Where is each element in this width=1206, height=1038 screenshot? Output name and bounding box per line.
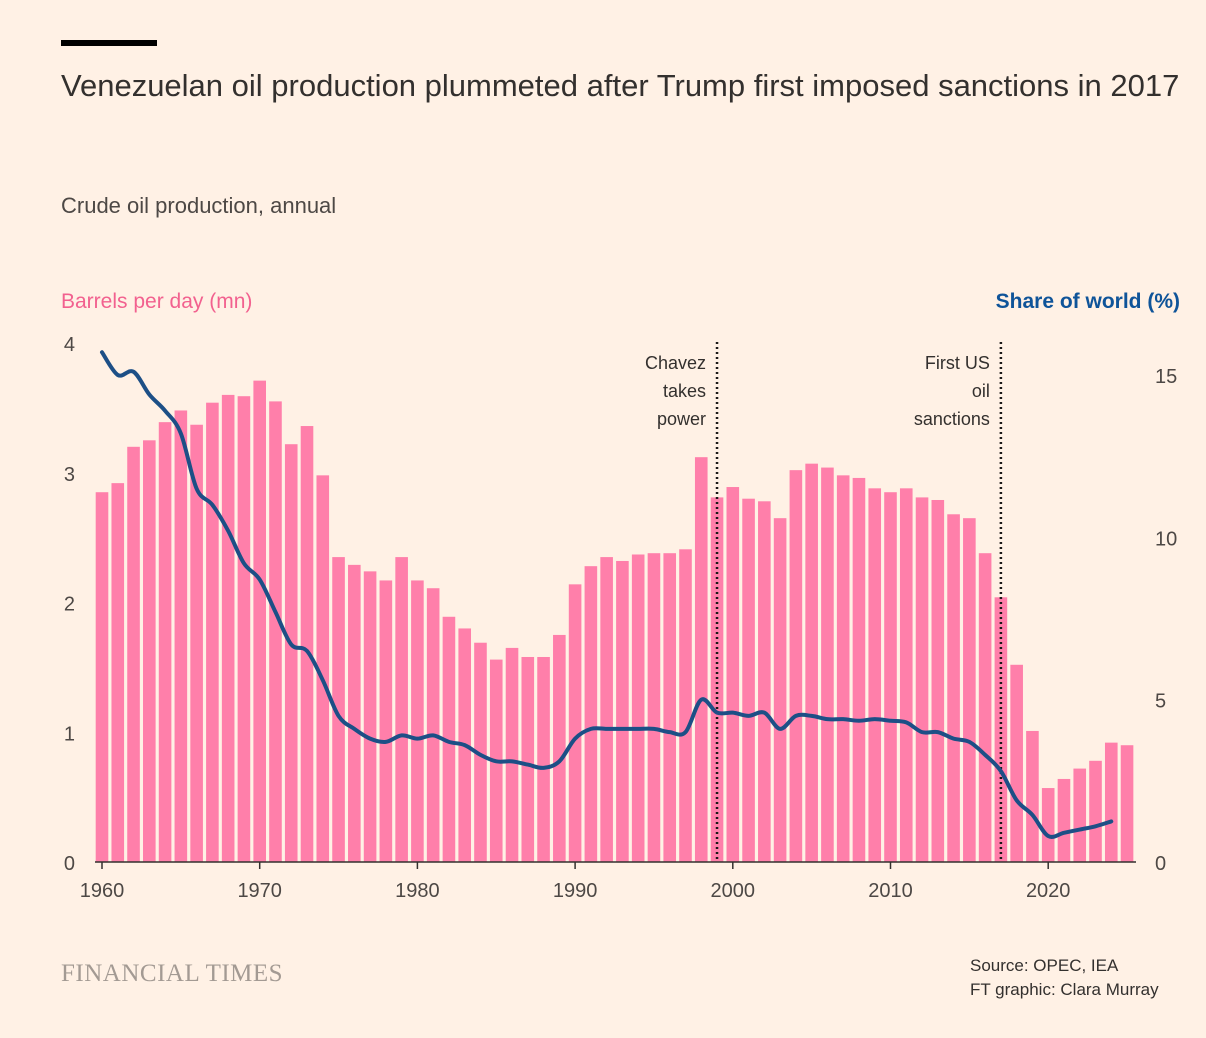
bar-1997 xyxy=(679,549,692,862)
bar-1966 xyxy=(190,424,203,862)
bar-1963 xyxy=(143,440,156,862)
x-tick-2020: 2020 xyxy=(1026,880,1071,902)
x-tick-1980: 1980 xyxy=(395,880,440,902)
bar-1976 xyxy=(348,564,361,862)
annotation-text-2017: sanctions xyxy=(914,409,990,429)
bar-1973 xyxy=(300,426,314,862)
bar-1960 xyxy=(95,492,109,862)
annotation-text-1999: takes xyxy=(663,381,706,401)
bar-1991 xyxy=(584,566,598,862)
bar-2003 xyxy=(773,518,787,862)
bar-1980 xyxy=(411,580,424,862)
bar-1972 xyxy=(284,444,298,862)
bar-1961 xyxy=(111,483,125,862)
bar-1998 xyxy=(694,457,708,862)
bar-2008 xyxy=(852,477,866,862)
title-accent-bar xyxy=(61,40,157,46)
bar-1984 xyxy=(474,642,487,862)
bar-1989 xyxy=(553,634,566,862)
bar-2005 xyxy=(805,463,818,862)
annotation-text-1999: Chavez xyxy=(645,353,706,373)
bar-1979 xyxy=(395,557,408,862)
bar-1987 xyxy=(521,656,535,862)
bar-2000 xyxy=(726,487,740,862)
chart-subtitle: Crude oil production, annual xyxy=(61,193,337,218)
ft-logo: FINANCIAL TIMES xyxy=(61,960,284,987)
x-tick-2010: 2010 xyxy=(868,880,913,902)
bar-1994 xyxy=(631,554,645,862)
bar-2010 xyxy=(884,492,897,862)
bar-1996 xyxy=(663,553,677,862)
bar-1981 xyxy=(426,588,440,862)
right-axis-label: Share of world (%) xyxy=(995,290,1180,313)
x-tick-1970: 1970 xyxy=(237,880,282,902)
left-tick-4: 4 xyxy=(64,334,75,356)
left-tick-2: 2 xyxy=(64,594,75,616)
left-tick-0: 0 xyxy=(64,853,75,875)
bar-2025 xyxy=(1120,745,1134,862)
bar-1977 xyxy=(363,571,377,862)
bar-1975 xyxy=(332,557,345,862)
bar-2013 xyxy=(931,499,945,862)
source-note: Source: OPEC, IEA FT graphic: Clara Murr… xyxy=(970,954,1159,1002)
bar-2006 xyxy=(821,467,834,862)
bar-1967 xyxy=(206,402,219,862)
bar-1971 xyxy=(269,401,282,862)
bar-2001 xyxy=(742,498,755,862)
bar-2009 xyxy=(868,488,882,862)
bar-2002 xyxy=(758,501,771,862)
bar-1978 xyxy=(379,580,393,862)
bar-1968 xyxy=(221,394,235,862)
share-of-world-line xyxy=(100,350,1114,839)
bar-2018 xyxy=(1010,664,1023,862)
bar-2017 xyxy=(994,597,1008,862)
bar-1970 xyxy=(253,380,266,862)
bar-2004 xyxy=(789,470,803,862)
bar-1990 xyxy=(568,584,582,862)
chart-title: Venezuelan oil production plummeted afte… xyxy=(61,68,1180,103)
bar-1969 xyxy=(237,396,251,862)
right-tick-10: 10 xyxy=(1155,528,1177,550)
x-tick-1960: 1960 xyxy=(80,880,125,902)
annotation-text-1999: power xyxy=(657,409,706,429)
bar-2016 xyxy=(978,553,992,862)
bar-1993 xyxy=(616,560,629,862)
right-tick-15: 15 xyxy=(1155,366,1177,388)
bar-1992 xyxy=(600,557,613,862)
bar-1974 xyxy=(316,475,330,862)
credit-text: FT graphic: Clara Murray xyxy=(970,980,1159,999)
bar-2011 xyxy=(899,488,913,862)
annotation-text-2017: oil xyxy=(972,381,990,401)
bar-2012 xyxy=(915,497,929,862)
bar-2022 xyxy=(1073,768,1087,862)
bar-1964 xyxy=(158,422,172,862)
bar-2015 xyxy=(963,518,976,862)
bar-2024 xyxy=(1104,742,1118,862)
bar-1986 xyxy=(505,647,519,862)
source-text: Source: OPEC, IEA xyxy=(970,956,1119,975)
annotation-text-2017: First US xyxy=(925,353,990,373)
bar-2021 xyxy=(1057,778,1071,862)
x-tick-1990: 1990 xyxy=(553,880,598,902)
left-tick-3: 3 xyxy=(64,464,75,486)
x-tick-2000: 2000 xyxy=(711,880,756,902)
bar-2023 xyxy=(1089,760,1102,862)
bar-2019 xyxy=(1026,730,1039,862)
bar-2020 xyxy=(1041,788,1055,862)
bar-2014 xyxy=(947,514,960,862)
bar-1962 xyxy=(127,446,140,862)
bar-1982 xyxy=(442,616,456,862)
bar-1965 xyxy=(174,410,188,862)
right-tick-0: 0 xyxy=(1155,853,1166,875)
bar-1995 xyxy=(647,553,661,862)
bar-2007 xyxy=(836,475,850,862)
bar-1999 xyxy=(710,497,724,862)
left-axis-label: Barrels per day (mn) xyxy=(61,290,253,313)
bar-1988 xyxy=(537,656,550,862)
left-tick-1: 1 xyxy=(64,723,75,745)
right-tick-5: 5 xyxy=(1155,691,1166,713)
